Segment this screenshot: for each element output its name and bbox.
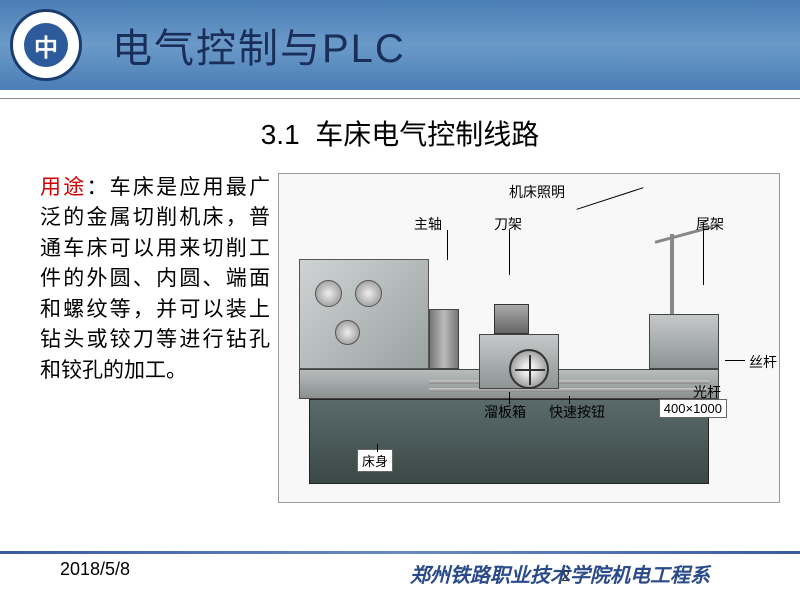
divider — [0, 98, 800, 99]
content-area: 用途：车床是应用最广泛的金属切削机床，普通车床可以用来切削工件的外圆、内圆、端面… — [0, 153, 800, 503]
leader-line — [509, 392, 510, 404]
label-lamp: 机床照明 — [509, 182, 565, 202]
headstock — [299, 259, 429, 369]
label-bed: 床身 — [357, 449, 393, 472]
label-tailstock: 尾架 — [696, 214, 724, 234]
leader-line — [447, 230, 448, 260]
leader-line — [725, 360, 745, 361]
lathe-machine — [299, 244, 729, 484]
chuck — [429, 309, 459, 369]
section-number: 3.1 — [261, 119, 300, 150]
tool-post — [494, 304, 529, 334]
body-paragraph: 用途：车床是应用最广泛的金属切削机床，普通车床可以用来切削工件的外圆、内圆、端面… — [40, 173, 270, 503]
section-title: 3.1 车床电气控制线路 — [0, 113, 800, 153]
label-leadscrew: 丝杆 — [749, 352, 777, 372]
leader-line — [569, 396, 570, 404]
label-toolpost: 刀架 — [494, 214, 522, 234]
dial-icon — [335, 320, 360, 345]
leader-line — [377, 444, 378, 452]
lead-screw — [429, 388, 709, 392]
logo-glyph: 中 — [24, 23, 68, 67]
feed-rod — [429, 380, 709, 384]
course-title: 电气控制与PLC — [112, 16, 406, 74]
footer-divider — [0, 551, 800, 554]
leader-line — [703, 230, 704, 285]
lamp-post — [670, 234, 674, 314]
school-logo: 中 — [10, 9, 82, 81]
handwheel-icon — [509, 349, 549, 389]
page-number: 2 — [561, 568, 570, 586]
label-apron: 溜板箱 — [484, 402, 526, 422]
label-quickbtn: 快速按钮 — [549, 402, 605, 422]
header-band: 中 电气控制与PLC — [0, 0, 800, 90]
leader-line — [577, 187, 644, 210]
footer-org: 郑州铁路职业技术学院机电工程系 — [410, 559, 710, 588]
body-text-content: ：车床是应用最广泛的金属切削机床，普通车床可以用来切削工件的外圆、内圆、端面和螺… — [40, 176, 270, 382]
lathe-diagram: 机床照明 主轴 刀架 尾架 丝杆 光杆 400×1000 快速按钮 溜板箱 床身 — [278, 173, 780, 503]
section-text: 车床电气控制线路 — [315, 119, 539, 150]
label-plate: 400×1000 — [659, 399, 727, 418]
usage-label: 用途 — [40, 176, 86, 199]
tailstock-part — [649, 314, 719, 369]
footer-date: 2018/5/8 — [60, 559, 130, 588]
leader-line — [509, 230, 510, 275]
label-spindle: 主轴 — [414, 214, 442, 234]
footer: 2018/5/8 郑州铁路职业技术学院机电工程系 — [0, 559, 800, 588]
